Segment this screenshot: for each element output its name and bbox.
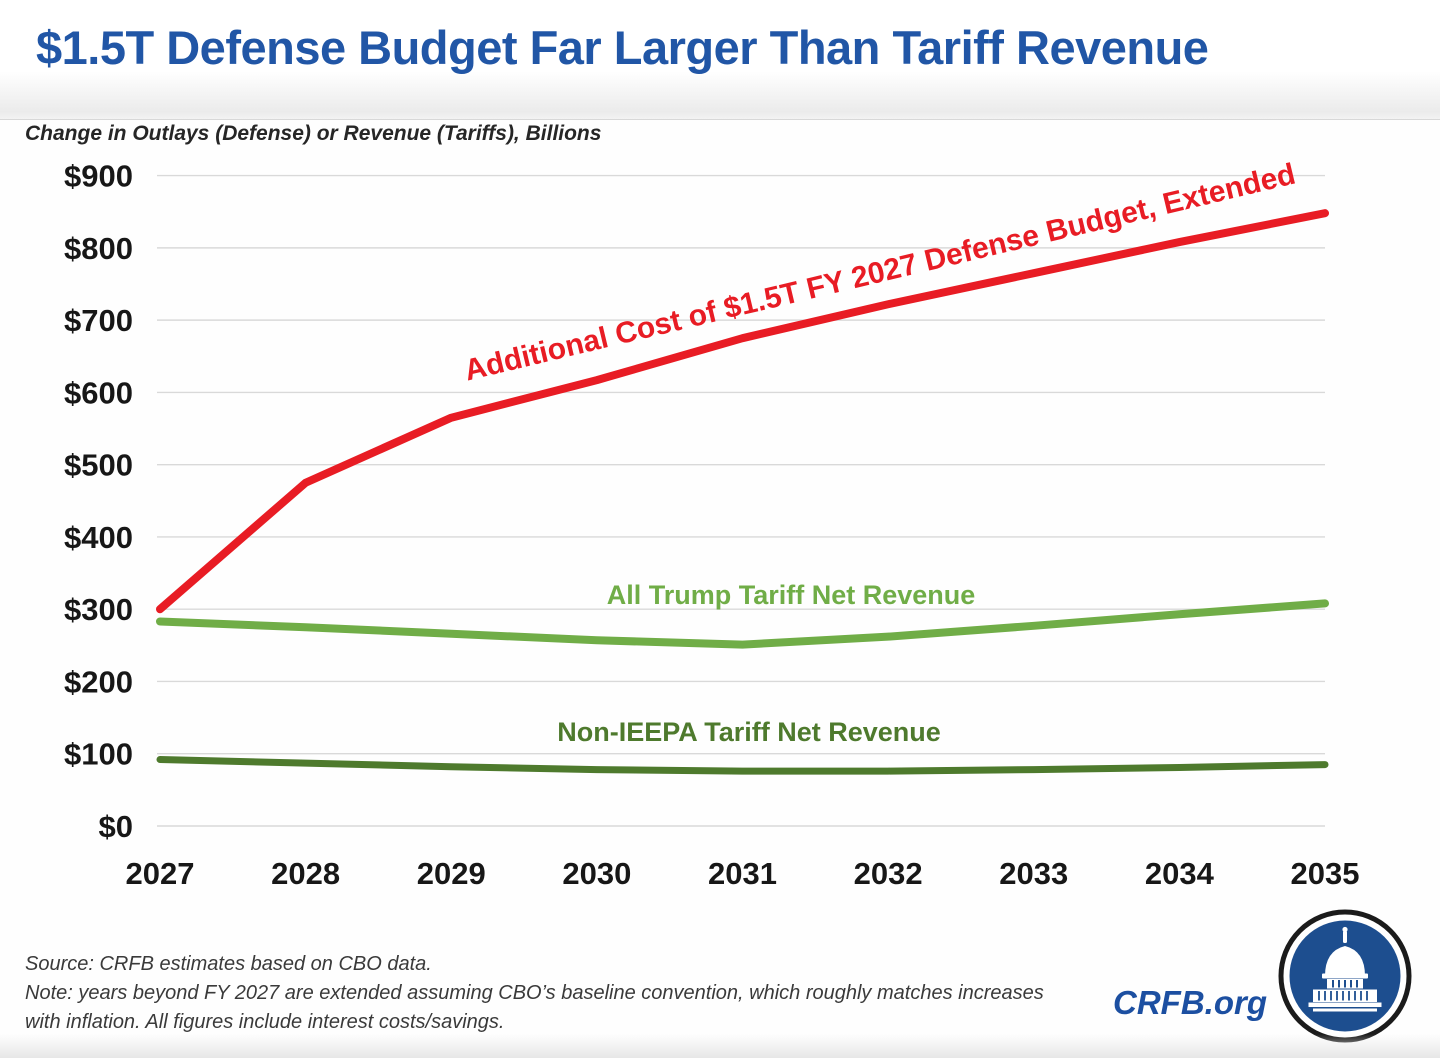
svg-text:2035: 2035 — [1291, 856, 1360, 891]
svg-text:$600: $600 — [64, 375, 133, 410]
svg-text:$900: $900 — [64, 159, 133, 194]
source-text: Source: CRFB estimates based on CBO data… — [25, 953, 432, 975]
svg-text:2034: 2034 — [1145, 856, 1215, 891]
crfb-org-wordmark: CRFB.org — [1113, 984, 1267, 1021]
capitol-icon — [1278, 909, 1412, 1043]
svg-text:$400: $400 — [64, 520, 133, 555]
axis-units-subtitle: Change in Outlays (Defense) or Revenue (… — [25, 122, 602, 145]
svg-text:2029: 2029 — [417, 856, 486, 891]
all-trump-tariff-line-label: All Trump Tariff Net Revenue — [606, 580, 976, 610]
svg-text:$200: $200 — [64, 664, 133, 699]
svg-text:$100: $100 — [64, 737, 133, 772]
svg-text:$0: $0 — [99, 809, 133, 844]
svg-text:$800: $800 — [64, 231, 133, 266]
svg-text:2031: 2031 — [708, 856, 777, 891]
svg-text:2030: 2030 — [562, 856, 631, 891]
svg-text:2033: 2033 — [999, 856, 1068, 891]
svg-text:2028: 2028 — [271, 856, 340, 891]
svg-text:2027: 2027 — [126, 856, 195, 891]
bottom-fade — [0, 1034, 1440, 1058]
svg-text:$500: $500 — [64, 448, 133, 483]
note-text-line1: Note: years beyond FY 2027 are extended … — [25, 982, 1044, 1004]
header-band — [0, 0, 1440, 120]
crfb-logo — [1278, 909, 1412, 1043]
svg-text:$700: $700 — [64, 303, 133, 338]
svg-text:2032: 2032 — [854, 856, 923, 891]
non-ieepa-tariff-line-label: Non-IEEPA Tariff Net Revenue — [557, 717, 941, 747]
note-text-line2: with inflation. All figures include inte… — [25, 1011, 505, 1033]
page-title: $1.5T Defense Budget Far Larger Than Tar… — [36, 21, 1209, 74]
svg-text:$300: $300 — [64, 592, 133, 627]
